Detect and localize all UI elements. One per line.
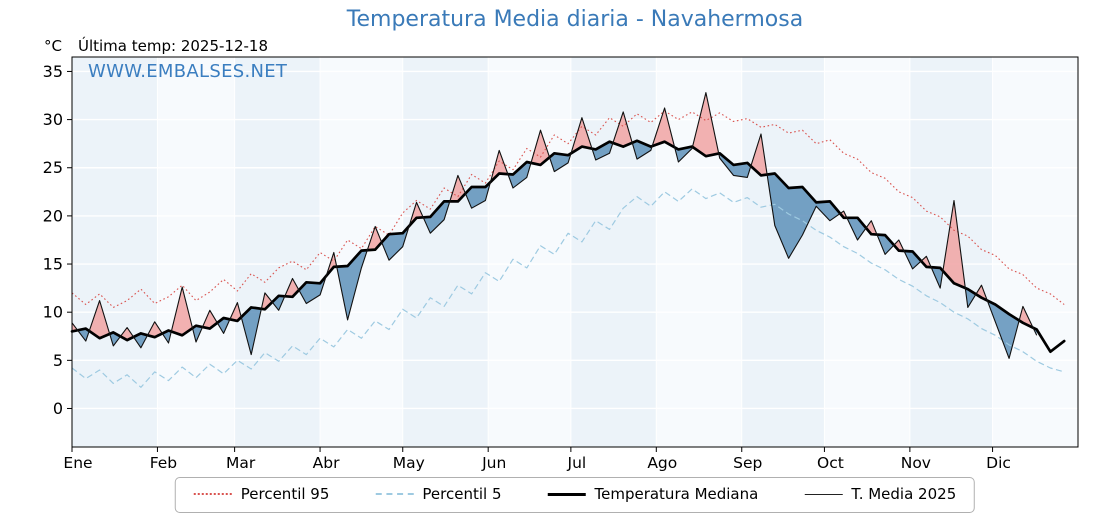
legend-item-tmedia2025: T. Media 2025 bbox=[804, 485, 956, 503]
svg-text:15: 15 bbox=[43, 255, 63, 274]
svg-text:20: 20 bbox=[43, 206, 63, 225]
legend-item-mediana: Temperatura Mediana bbox=[547, 485, 758, 503]
svg-text:Jun: Jun bbox=[481, 454, 506, 472]
last-temp-label: Última temp: 2025-12-18 bbox=[77, 37, 268, 55]
svg-text:10: 10 bbox=[43, 303, 63, 322]
legend-label-mediana: Temperatura Mediana bbox=[594, 485, 759, 503]
svg-text:30: 30 bbox=[43, 110, 63, 129]
dotted-red-line-icon bbox=[193, 493, 232, 495]
svg-text:Oct: Oct bbox=[817, 454, 844, 472]
svg-text:Ago: Ago bbox=[647, 454, 677, 472]
svg-text:Mar: Mar bbox=[226, 454, 256, 472]
svg-text:25: 25 bbox=[43, 158, 63, 177]
svg-text:Abr: Abr bbox=[313, 454, 340, 472]
legend-item-percentil95: Percentil 95 bbox=[193, 485, 330, 503]
svg-text:5: 5 bbox=[53, 351, 63, 370]
meta-row: °C Última temp: 2025-12-18 bbox=[44, 37, 268, 55]
y-axis-unit-label: °C bbox=[44, 37, 62, 55]
legend-label-tmedia2025: T. Media 2025 bbox=[851, 485, 957, 503]
watermark-text: WWW.EMBALSES.NET bbox=[88, 61, 288, 82]
svg-text:Ene: Ene bbox=[63, 454, 92, 472]
chart-legend: Percentil 95 Percentil 5 Temperatura Med… bbox=[174, 477, 976, 513]
chart-title: Temperatura Media diaria - Navahermosa bbox=[346, 7, 804, 32]
svg-text:35: 35 bbox=[43, 62, 63, 81]
legend-item-percentil5: Percentil 5 bbox=[375, 485, 501, 503]
svg-text:May: May bbox=[393, 454, 425, 472]
thick-black-line-icon bbox=[547, 492, 586, 496]
temperature-chart-canvas: 0 5 10 15 20 25 30 35 Ene Feb Mar Abr May Jun Jul Ago Se… bbox=[43, 56, 1079, 472]
svg-text:0: 0 bbox=[53, 399, 63, 418]
legend-label-percentil95: Percentil 95 bbox=[240, 485, 330, 503]
svg-text:Feb: Feb bbox=[150, 454, 177, 472]
legend-label-percentil5: Percentil 5 bbox=[422, 485, 502, 503]
thin-black-line-icon bbox=[804, 493, 843, 495]
dashed-lightblue-line-icon bbox=[375, 493, 414, 495]
svg-text:Jul: Jul bbox=[567, 454, 587, 472]
svg-text:Dic: Dic bbox=[986, 454, 1011, 472]
svg-text:Sep: Sep bbox=[733, 454, 762, 472]
svg-text:Nov: Nov bbox=[901, 454, 931, 472]
